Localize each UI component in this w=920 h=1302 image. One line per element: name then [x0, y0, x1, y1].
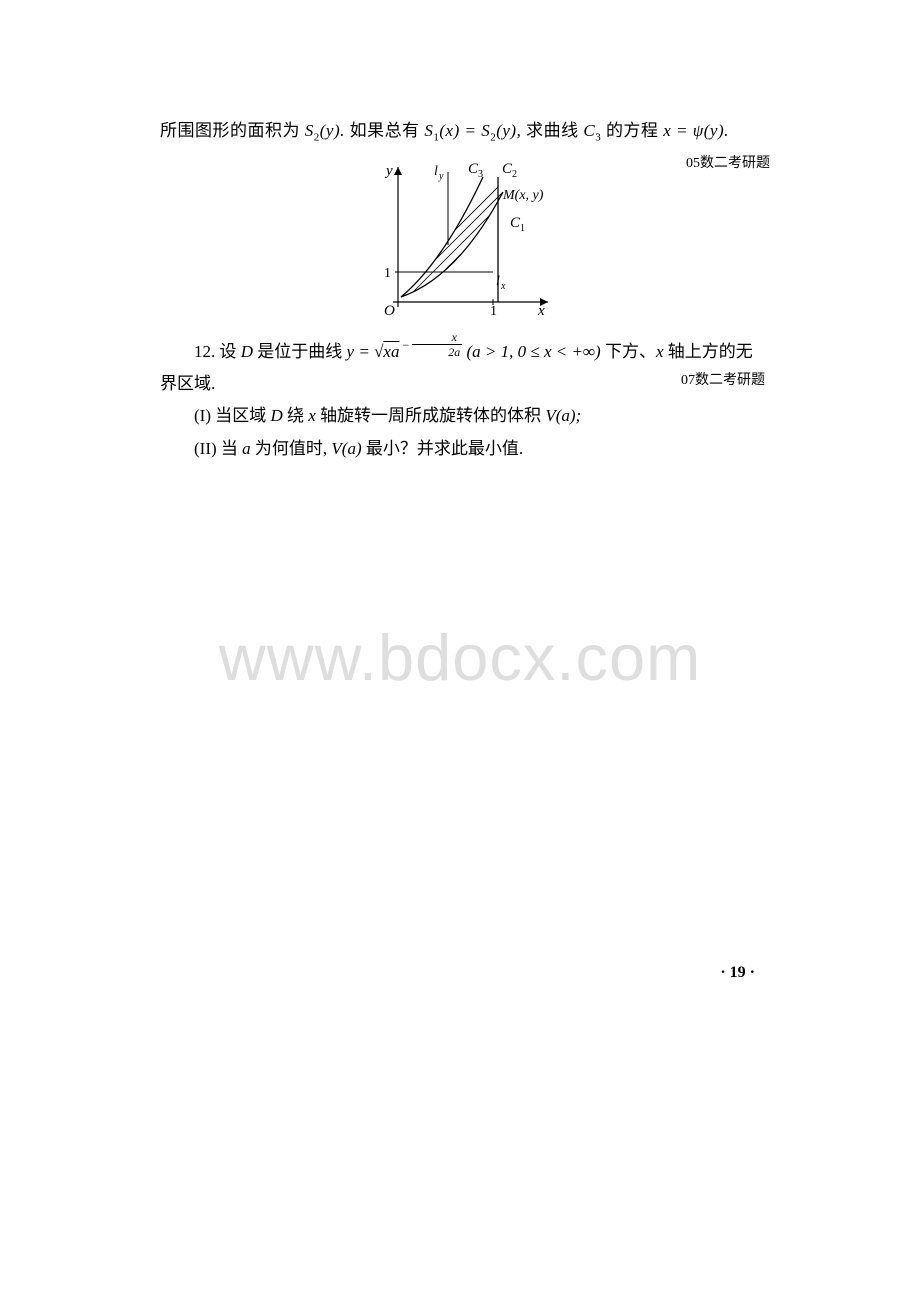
fig-lx-sub: x	[500, 281, 506, 292]
fig-c1-sub: 1	[520, 223, 525, 234]
s2y-arg: (y).	[320, 121, 345, 140]
p12-suffix2: 轴上方的无	[664, 342, 753, 361]
sub-item-2: (II) 当 a 为何值时, V(a) 最小？并求此最小值.	[160, 433, 765, 465]
fig-o-label: O	[384, 303, 395, 317]
s1x-arg: (x) =	[439, 121, 481, 140]
p12-neg: −	[399, 338, 412, 352]
tag1: 05数二考研题	[686, 156, 770, 171]
sub1-prefix: (I) 当区域	[194, 406, 270, 425]
fig-m: M(x, y)	[502, 188, 544, 203]
line1-suffix2: 的方程	[601, 121, 663, 140]
p12-eq-y: y =	[347, 342, 375, 361]
sub1-mid: 绕	[283, 406, 309, 425]
sub2-a: a	[242, 439, 251, 458]
s2y-var: S	[305, 121, 314, 140]
line1-prefix: 所围图形的面积为	[160, 121, 305, 140]
line1-suffix: 求曲线	[521, 121, 583, 140]
sub1-x: x	[308, 406, 316, 425]
sqrt-sym: √	[374, 342, 383, 361]
p12-cond: (a > 1, 0 ≤ x < +∞)	[462, 342, 600, 361]
page-content: 所围图形的面积为 S2(y). 如果总有 S1(x) = S2(y), 求曲线 …	[0, 0, 920, 465]
figure-container: y O x 1 1	[160, 157, 765, 328]
problem-12-line2: 界区域. 07数二考研题	[160, 368, 765, 400]
tag1-container: 05数二考研题	[160, 146, 765, 178]
hatch-region	[390, 175, 582, 313]
figure-svg: y O x 1 1	[338, 157, 588, 317]
sub1-suffix: 轴旋转一周所成旋转体的体积	[316, 406, 546, 425]
sub2-mid: 为何值时,	[251, 439, 332, 458]
watermark: www.bdocx.com	[0, 620, 920, 695]
p12-frac: x2a	[412, 331, 462, 358]
p12-frac-den: 2a	[412, 345, 462, 358]
sub2-suffix: 最小？并求此最小值.	[362, 439, 524, 458]
sub1-va: V(a);	[545, 406, 581, 425]
tag2: 07数二考研题	[681, 368, 765, 395]
sub2-va: V(a)	[331, 439, 361, 458]
sub-item-1: (I) 当区域 D 绕 x 轴旋转一周所成旋转体的体积 V(a);	[160, 400, 765, 432]
page-number: · 19 ·	[720, 964, 755, 982]
line1-mid: 如果总有	[345, 121, 425, 140]
fig-lx: l	[496, 274, 500, 289]
p12-mid1: 是位于曲线	[253, 342, 347, 361]
p12-line2: 界区域.	[160, 374, 215, 393]
p12-sqrt-xa: xa	[383, 342, 399, 361]
p12-x: x	[656, 342, 664, 361]
p12-frac-num: x	[412, 331, 462, 345]
c3-var: C	[583, 121, 595, 140]
line1-eq: x = ψ(y).	[663, 121, 729, 140]
problem-12-line1: 12. 设 D 是位于曲线 y = √xa − x 2a (a > 1, 0 ≤ …	[160, 336, 765, 368]
s2y2-arg: (y),	[496, 121, 521, 140]
sub1-d: D	[270, 406, 282, 425]
p12-prefix: 12. 设	[194, 342, 241, 361]
p12-d: D	[241, 342, 253, 361]
fig-one-y: 1	[384, 266, 391, 281]
fig-one-x: 1	[490, 304, 497, 317]
p12-suffix: 下方、	[601, 342, 656, 361]
fig-x-label: x	[537, 303, 545, 317]
text-line-1: 所围图形的面积为 S2(y). 如果总有 S1(x) = S2(y), 求曲线 …	[160, 115, 765, 148]
s2y2-var: S	[481, 121, 490, 140]
sub2-prefix: (II) 当	[194, 439, 242, 458]
